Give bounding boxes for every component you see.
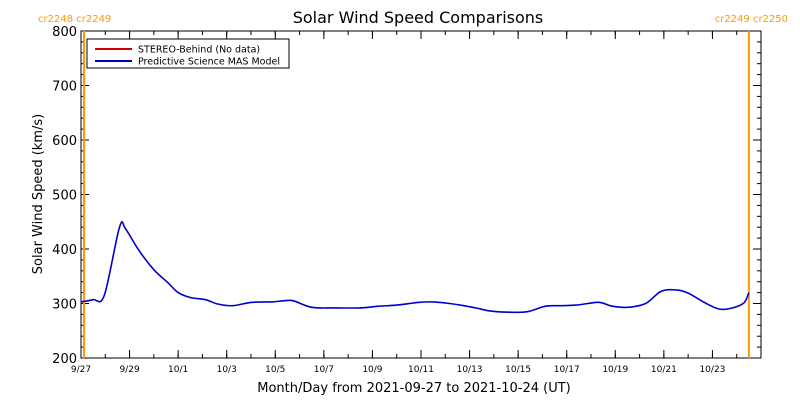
x-tick-label: 10/15 — [505, 365, 531, 375]
y-tick-label: 600 — [52, 134, 77, 149]
legend: STEREO-Behind (No data)Predictive Scienc… — [86, 38, 290, 69]
x-tick-label: 10/23 — [699, 365, 725, 375]
x-tick-label: 10/17 — [554, 365, 580, 375]
x-tick-label: 10/1 — [168, 365, 188, 375]
x-tick-label: 10/13 — [457, 365, 483, 375]
x-axis-label: Month/Day from 2021-09-27 to 2021-10-24 … — [257, 381, 570, 396]
carrington-markers: cr2248 cr2249 cr2249 cr2250 — [38, 14, 788, 358]
x-tick-label: 10/5 — [265, 365, 285, 375]
y-axis: 200 300 400 500 600 700 800 — [52, 25, 761, 367]
x-axis: 9/27 9/29 10/1 10/3 10/5 10/7 10/9 10/11 10/13 10… — [71, 31, 762, 375]
x-tick-label: 9/27 — [71, 365, 91, 375]
y-tick-label: 300 — [52, 298, 77, 313]
legend-label: Predictive Science MAS Model — [138, 57, 280, 68]
y-axis-label: Solar Wind Speed (km/s) — [31, 114, 46, 274]
y-tick-label: 700 — [52, 80, 77, 95]
x-tick-label: 10/11 — [408, 365, 434, 375]
y-tick-label: 200 — [52, 352, 77, 367]
y-tick-label: 400 — [52, 243, 77, 258]
x-tick-label: 10/3 — [217, 365, 237, 375]
legend-label: STEREO-Behind (No data) — [138, 45, 260, 56]
series-layer — [80, 221, 750, 314]
y-tick-label: 800 — [52, 25, 77, 40]
x-tick-label: 10/7 — [314, 365, 334, 375]
chart-title: Solar Wind Speed Comparisons — [293, 8, 544, 27]
plot-frame — [80, 30, 762, 359]
x-tick-label: 10/9 — [362, 365, 382, 375]
x-tick-label: 10/19 — [602, 365, 628, 375]
x-tick-label: 9/29 — [119, 365, 139, 375]
x-tick-label: 10/21 — [651, 365, 677, 375]
y-tick-label: 500 — [52, 189, 77, 204]
legend-box — [86, 38, 290, 69]
series-line-mas-model — [80, 221, 750, 314]
carrington-label: cr2249 cr2250 — [715, 14, 788, 25]
legend-items: STEREO-Behind (No data)Predictive Scienc… — [95, 45, 280, 68]
carrington-label: cr2248 cr2249 — [38, 14, 111, 25]
